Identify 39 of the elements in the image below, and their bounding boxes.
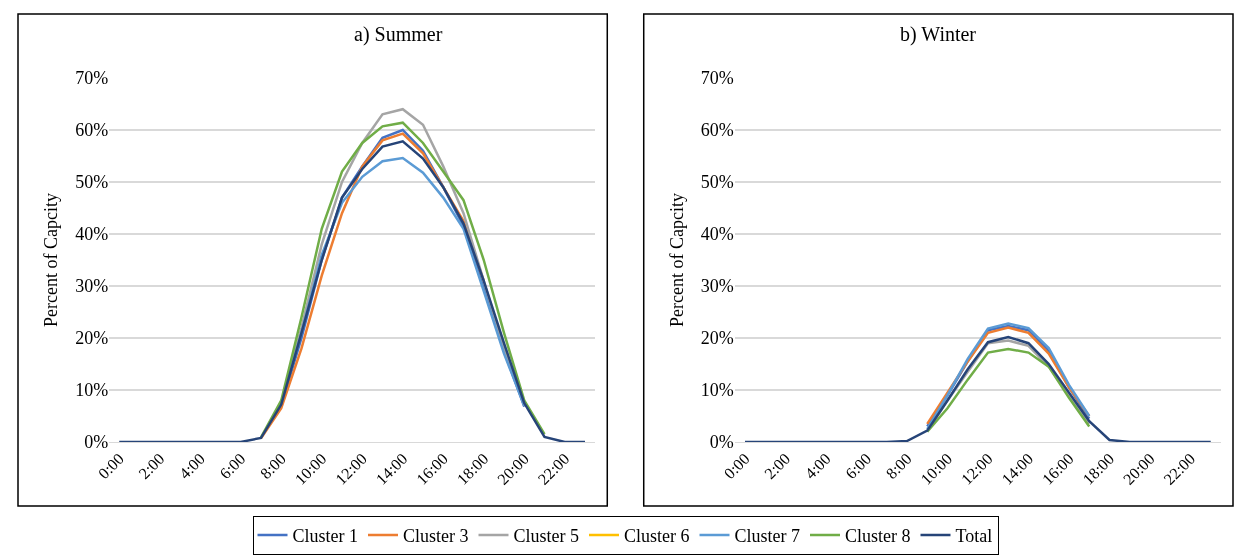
line-series: [118, 140, 587, 443]
x-tick-label: 0:00: [94, 450, 128, 483]
y-tick-label: 30%: [75, 276, 109, 297]
y-tick-label: 70%: [75, 68, 109, 89]
x-tick-label: 0:00: [720, 450, 753, 483]
legend-label: Cluster 7: [734, 526, 800, 547]
y-tick-label: 10%: [700, 380, 734, 401]
x-tick-label: 6:00: [216, 450, 249, 483]
y-tick-label: 50%: [700, 172, 734, 193]
x-tick-label: 2:00: [135, 450, 168, 483]
y-tick-label: 20%: [75, 328, 109, 349]
legend-label: Cluster 3: [403, 526, 469, 547]
y-tick-label: 0%: [709, 432, 734, 453]
y-tick-label: 20%: [700, 328, 734, 349]
x-tick-label: 4:00: [801, 450, 834, 483]
legend-label: Cluster 8: [845, 526, 911, 547]
y-tick-label: 40%: [75, 224, 109, 245]
y-axis-title: Percent of Capcity: [41, 193, 62, 327]
x-tick-label: 8:00: [882, 450, 915, 483]
legend-label: Total: [955, 526, 993, 547]
y-tick-label: 50%: [75, 172, 109, 193]
y-tick-label: 10%: [75, 380, 109, 401]
chart-title: a) Summer: [354, 23, 443, 46]
y-tick-label: 70%: [700, 68, 734, 89]
x-tick-label: 4:00: [175, 450, 209, 483]
legend-label: Cluster 6: [624, 526, 690, 547]
chart-title: b) Winter: [900, 23, 977, 46]
y-axis-title: Percent of Capcity: [667, 193, 688, 327]
line-series: [743, 335, 1212, 443]
y-tick-label: 40%: [700, 224, 734, 245]
y-tick-label: 60%: [75, 120, 109, 141]
x-tick-label: 2:00: [761, 450, 794, 483]
y-tick-label: 0%: [84, 432, 109, 453]
legend-label: Cluster 1: [292, 526, 358, 547]
legend-label: Cluster 5: [513, 526, 579, 547]
x-tick-label: 6:00: [842, 450, 875, 483]
y-tick-label: 60%: [700, 120, 734, 141]
y-tick-label: 30%: [700, 276, 734, 297]
x-tick-label: 8:00: [256, 450, 290, 483]
